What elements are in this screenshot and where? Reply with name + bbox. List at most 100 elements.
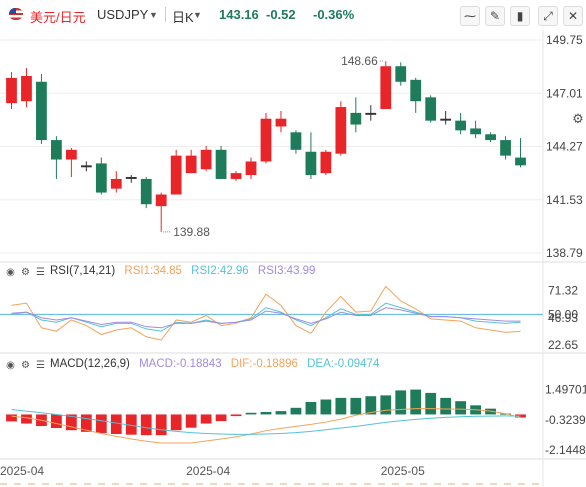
candle-body	[215, 149, 227, 179]
divider	[165, 7, 166, 22]
rsi3-value: RSI3:43.99	[257, 265, 316, 277]
gear-icon[interactable]: ⚙	[572, 111, 584, 126]
candle-body	[320, 151, 332, 174]
x-axis-label: 2025-04	[0, 464, 44, 478]
candle-body	[21, 75, 32, 102]
close-icon[interactable]: ✕	[563, 6, 583, 26]
price-change-percent: -0.36%	[313, 7, 355, 22]
candle-body	[110, 178, 122, 189]
timeframe-selector[interactable]: 日K	[172, 10, 194, 25]
rsi-tick-label: 50.00	[548, 307, 578, 321]
y-tick-label: 147.01	[546, 86, 583, 100]
macd-histogram-bar	[200, 414, 212, 424]
macd-histogram-bar	[140, 414, 152, 436]
dif-value: DIF:-0.18896	[230, 358, 298, 370]
macd-histogram-bar	[95, 414, 107, 434]
macd-tick-label: -0.32390	[545, 413, 586, 427]
macd-title: MACD(12,26,9)	[50, 358, 130, 370]
macd-histogram-bar	[380, 395, 392, 415]
macd-histogram-bar	[245, 412, 257, 415]
price-change: -0.52	[266, 7, 296, 22]
chevron-down-icon[interactable]: ▼	[149, 10, 158, 20]
candle-type-icon[interactable]: ▮	[510, 6, 530, 26]
chevron-down-icon[interactable]: ▼	[193, 10, 202, 20]
candle-body	[65, 149, 77, 160]
menu-icon[interactable]: ☰	[36, 360, 45, 371]
gear-icon[interactable]: ⚙	[21, 267, 30, 278]
x-axis-label: 2025-05	[381, 464, 425, 478]
candle-body	[515, 157, 526, 166]
macd-histogram-bar	[410, 389, 422, 415]
pair-name: 美元/日元	[30, 10, 86, 25]
macd-histogram-bar	[110, 414, 122, 435]
candle-body	[245, 161, 257, 176]
high-annotation: 148.66	[341, 54, 378, 68]
macd-histogram-bar	[305, 402, 317, 415]
macd-histogram-bar	[6, 414, 17, 422]
candle-body	[230, 173, 242, 179]
indicator-icon[interactable]: ⁓	[460, 6, 480, 26]
macd-histogram-bar	[170, 414, 182, 431]
macd-histogram-bar	[425, 392, 437, 415]
macd-histogram-bar	[440, 397, 452, 415]
candle-body	[275, 118, 287, 127]
candle-body	[155, 194, 167, 207]
y-tick-label: 149.75	[546, 33, 583, 47]
candle-body	[500, 140, 511, 156]
macd-histogram-bar	[350, 397, 362, 415]
macd-histogram-bar	[395, 390, 407, 415]
macd-histogram-bar	[185, 414, 197, 428]
macd-histogram-bar	[21, 414, 32, 424]
candle-body	[290, 132, 302, 150]
candle-body	[395, 66, 407, 82]
candle-body	[140, 178, 152, 205]
fullscreen-icon[interactable]: ⤢	[538, 6, 558, 26]
candle-body	[485, 134, 496, 141]
macd-histogram-bar	[290, 407, 302, 415]
draw-pencil-icon[interactable]: ✎	[485, 6, 505, 26]
macd-histogram-bar	[320, 399, 332, 415]
rsi-legend: ◉ ⚙ ☰ RSI(7,14,21) RSI1:34.85 RSI2:42.96 RS…	[5, 265, 315, 278]
eye-icon[interactable]: ◉	[6, 360, 15, 371]
rsi-tick-label: 22.65	[548, 338, 578, 352]
macd-histogram-bar	[65, 414, 77, 431]
macd-histogram-bar	[455, 401, 467, 415]
candle-body	[470, 128, 481, 135]
us-flag-icon	[9, 8, 23, 20]
candle-body	[260, 118, 272, 162]
symbol-selector[interactable]: USDJPY	[97, 7, 149, 22]
candle-body	[185, 155, 197, 174]
rsi-tick-label: 46.93	[548, 311, 578, 325]
macd-histogram-bar	[125, 414, 137, 435]
y-tick-label: 138.79	[546, 246, 583, 260]
macd-histogram-bar	[335, 397, 347, 415]
macd-legend: ◉ ⚙ ☰ MACD(12,26,9) MACD:-0.18843 DIF:-0.18…	[5, 358, 379, 371]
candle-body	[365, 112, 377, 115]
rsi-tick-label: 71.32	[548, 283, 578, 297]
gear-icon[interactable]: ⚙	[21, 360, 30, 371]
candle-body	[335, 107, 347, 154]
candle-body	[425, 97, 437, 121]
candle-body	[125, 177, 137, 179]
rsi-series-line	[11, 285, 521, 341]
macd-tick-label: 1.49701	[545, 383, 586, 397]
eye-icon[interactable]: ◉	[6, 267, 15, 278]
macd-histogram-bar	[275, 411, 287, 415]
macd-histogram-bar	[260, 411, 272, 415]
menu-icon[interactable]: ☰	[36, 267, 45, 278]
candle-body	[440, 118, 452, 121]
dea-value: DEA:-0.09474	[307, 358, 380, 370]
candle-body	[51, 140, 62, 160]
candle-body	[200, 149, 212, 170]
macd-histogram-bar	[155, 414, 167, 436]
candle-body	[350, 112, 362, 125]
chart-header: 美元/日元 USDJPY ▼ 日K ▼ 143.16 -0.52 -0.36% …	[0, 0, 586, 30]
candle-body	[95, 163, 107, 193]
candle-body	[380, 66, 392, 109]
macd-histogram-bar	[365, 396, 377, 415]
y-tick-label: 144.27	[546, 140, 583, 154]
candle-body	[410, 79, 422, 102]
candle-body	[305, 151, 317, 176]
y-tick-label: 141.53	[546, 193, 583, 207]
